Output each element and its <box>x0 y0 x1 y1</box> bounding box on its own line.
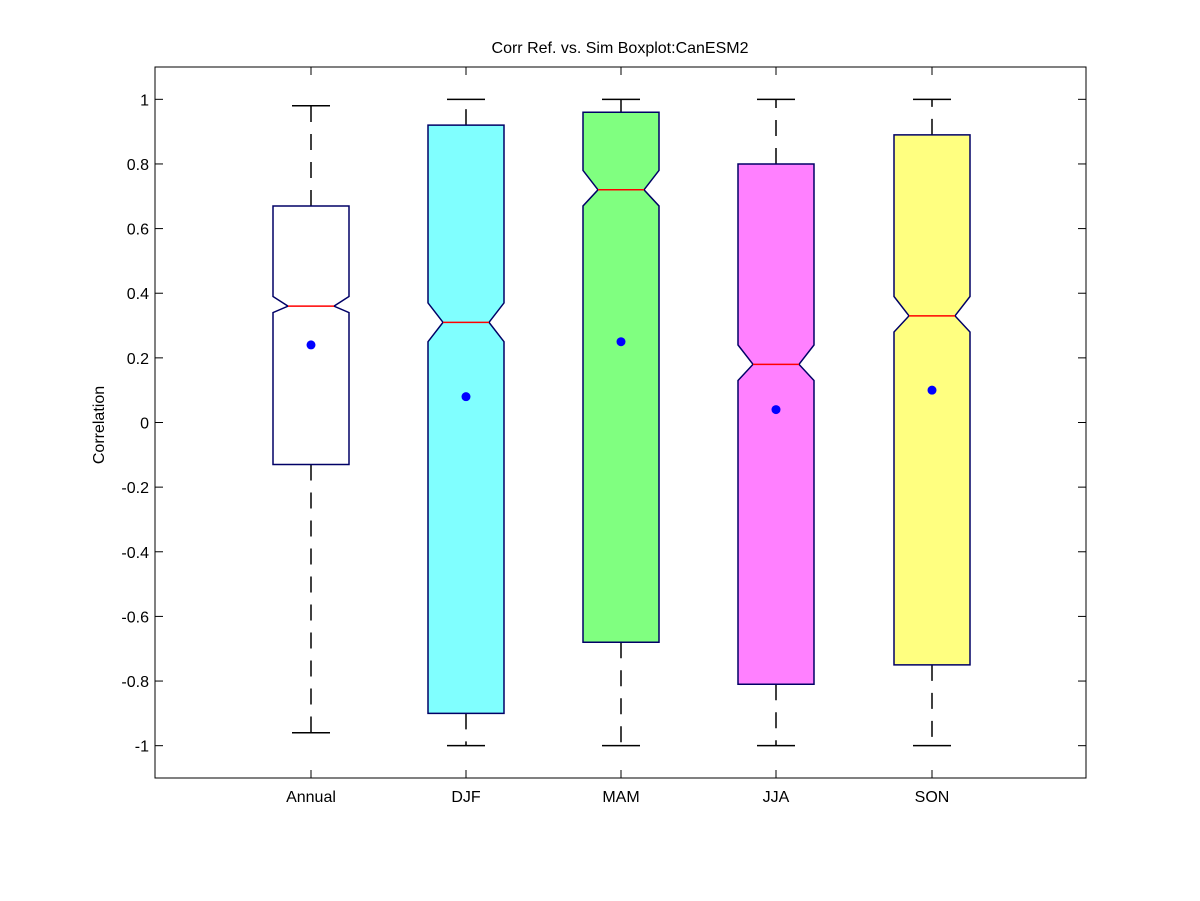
mean-marker <box>927 385 937 395</box>
box-annual <box>272 205 350 466</box>
x-tick-label: MAM <box>602 789 639 806</box>
y-tick-label: -0.4 <box>121 545 149 562</box>
box-mam <box>582 111 660 644</box>
box-son <box>893 134 971 666</box>
y-tick-label: 0.2 <box>127 351 149 368</box>
y-axis-label: Correlation <box>91 386 108 464</box>
y-tick-label: -1 <box>135 739 149 756</box>
y-tick-label: -0.2 <box>121 480 149 497</box>
y-tick-label: 0.6 <box>127 222 149 239</box>
mean-marker <box>771 405 781 415</box>
x-tick-label: Annual <box>286 789 336 806</box>
y-tick-label: 0 <box>140 416 149 433</box>
y-tick-label: -0.6 <box>121 609 149 626</box>
box-djf <box>427 124 505 715</box>
x-tick-label: DJF <box>451 789 481 806</box>
mean-marker <box>306 340 316 350</box>
x-tick-label: SON <box>915 789 950 806</box>
chart-title: Corr Ref. vs. Sim Boxplot:CanESM2 <box>492 40 749 57</box>
y-tick-label: -0.8 <box>121 674 149 691</box>
mean-marker <box>461 392 471 402</box>
mean-marker <box>616 337 626 347</box>
plot-area: -1 -0.8 -0.6 -0.4 -0.2 0 0.2 0.4 0.6 0.8 1 Annual DJ… <box>121 66 1087 806</box>
x-tick-label: JJA <box>763 789 790 806</box>
y-tick-label: 0.4 <box>127 286 149 303</box>
box-jja <box>737 163 815 686</box>
y-tick-label: 0.8 <box>127 157 149 174</box>
y-tick-label: 1 <box>140 92 149 109</box>
